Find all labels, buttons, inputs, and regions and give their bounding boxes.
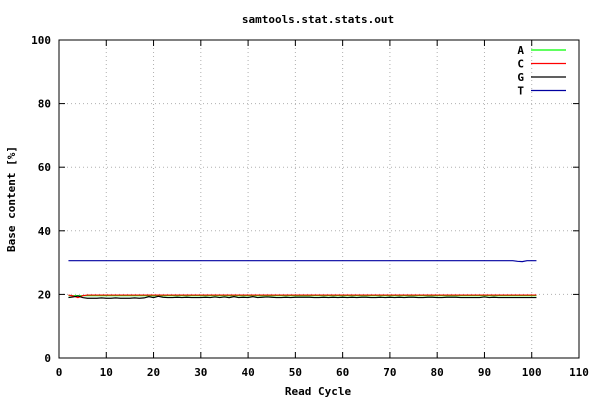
chart-title: samtools.stat.stats.out (242, 13, 394, 26)
x-tick-label: 60 (336, 366, 349, 379)
x-tick-label: 70 (383, 366, 396, 379)
x-tick-label: 50 (289, 366, 302, 379)
x-tick-label: 100 (522, 366, 542, 379)
grid-lines (59, 40, 579, 358)
series-line-c (68, 294, 537, 299)
y-tick-label: 60 (38, 161, 51, 174)
y-tick-label: 0 (44, 352, 51, 365)
x-tick-label: 20 (147, 366, 160, 379)
y-tick-label: 100 (31, 34, 51, 47)
x-axis-label: Read Cycle (285, 385, 352, 398)
x-tick-label: 110 (569, 366, 589, 379)
x-tick-label: 90 (478, 366, 491, 379)
axis-ticks: 0 10 20 30 40 50 60 70 80 90 100 110 0 20 40 60 80 100 (31, 34, 589, 379)
y-axis-label: Base content [%] (5, 146, 18, 252)
y-tick-label: 40 (38, 225, 51, 238)
legend-label-a: A (517, 44, 524, 57)
x-tick-label: 10 (100, 366, 113, 379)
plot-frame (58, 39, 580, 359)
series-line-t (68, 260, 537, 263)
y-tick-label: 20 (38, 288, 51, 301)
x-tick-label: 30 (194, 366, 207, 379)
legend-label-c: C (517, 58, 524, 71)
legend-label-g: G (517, 71, 524, 84)
series-lines (68, 260, 537, 299)
y-tick-label: 80 (38, 98, 51, 111)
x-tick-label: 0 (56, 366, 63, 379)
x-tick-label: 80 (431, 366, 444, 379)
series-line-g (68, 295, 537, 299)
x-tick-label: 40 (241, 366, 254, 379)
legend-label-t: T (517, 85, 524, 98)
